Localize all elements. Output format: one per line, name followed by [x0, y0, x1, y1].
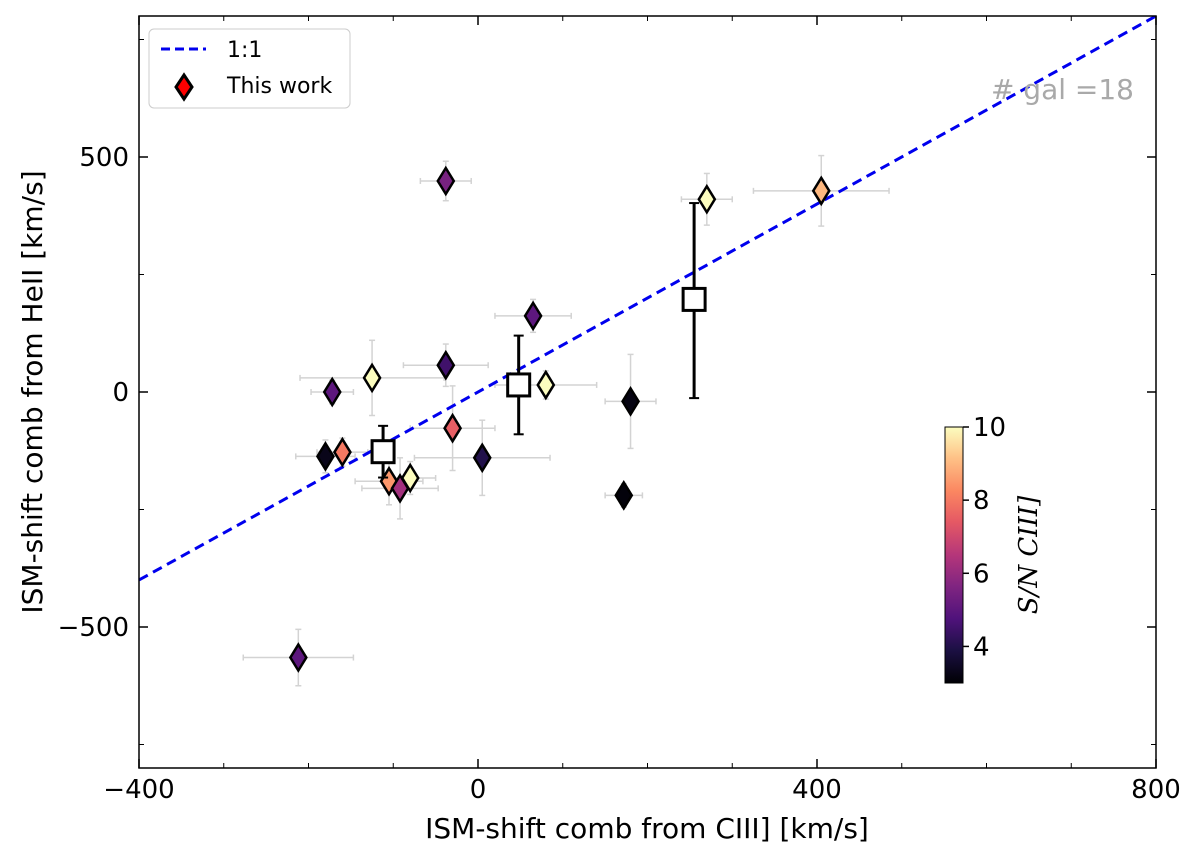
- colorbar-gradient: [945, 427, 963, 683]
- x-tick-label: 0: [470, 775, 487, 805]
- colorbar-frame: [944, 426, 964, 684]
- data-point-diamond: [362, 362, 382, 394]
- axis-ticks: −400 0 400 800 −500 0 500: [58, 16, 1181, 805]
- data-point-diamond: [322, 376, 342, 408]
- data-point-diamond: [614, 480, 634, 511]
- data-point-diamond: [443, 412, 463, 444]
- x-tick-label: 400: [792, 775, 842, 805]
- y-tick-label: 0: [112, 378, 129, 408]
- y-tick-label: −500: [58, 613, 129, 643]
- x-tick-label: 800: [1131, 775, 1181, 805]
- data-point-diamond: [436, 165, 456, 197]
- data-point-diamond: [315, 441, 335, 472]
- data-points: [288, 165, 831, 673]
- colorbar-tick-label: 10: [973, 413, 1006, 443]
- colorbar-tick-label: 4: [973, 632, 990, 662]
- y-tick-label: 500: [79, 143, 129, 173]
- colorbar-tick-label: 8: [973, 486, 990, 516]
- data-point-diamond: [436, 349, 456, 381]
- one-to-one-line-group: [139, 16, 1156, 582]
- colorbar: 4 6 8 10 S/N CIII]: [944, 413, 1044, 684]
- data-point-diamond: [697, 183, 717, 215]
- data-point-diamond: [288, 642, 308, 673]
- binned-square-marker: [681, 286, 707, 312]
- data-point-diamond: [400, 462, 420, 494]
- x-axis-label: ISM-shift comb from CIII] [km/s]: [425, 812, 869, 845]
- galaxy-count-annotation: # gal =18: [991, 73, 1134, 106]
- data-point-diamond: [621, 386, 641, 417]
- colorbar-label: S/N CIII]: [1014, 495, 1044, 614]
- binned-median-points: [370, 202, 707, 479]
- legend-label-1to1: 1:1: [227, 38, 262, 63]
- data-point-diamond: [811, 175, 831, 207]
- legend: 1:1 This work: [148, 28, 351, 109]
- y-axis-label: ISM-shift comb from HeII [km/s]: [16, 170, 49, 613]
- error-bars: [242, 154, 890, 687]
- data-point-diamond: [523, 300, 543, 332]
- data-point-diamond: [472, 442, 492, 474]
- binned-square-marker: [370, 439, 396, 465]
- colorbar-tick-label: 6: [973, 559, 990, 589]
- one-to-one-line: [139, 16, 1156, 582]
- x-tick-label: −400: [103, 775, 174, 805]
- data-point-diamond: [332, 436, 352, 468]
- binned-square-marker: [506, 372, 532, 398]
- legend-box: [148, 28, 351, 109]
- legend-diamond-icon: [174, 72, 194, 102]
- legend-label-this-work: This work: [226, 74, 332, 99]
- data-point-diamond: [536, 369, 556, 401]
- colorbar-ticks: 4 6 8 10: [963, 413, 1006, 662]
